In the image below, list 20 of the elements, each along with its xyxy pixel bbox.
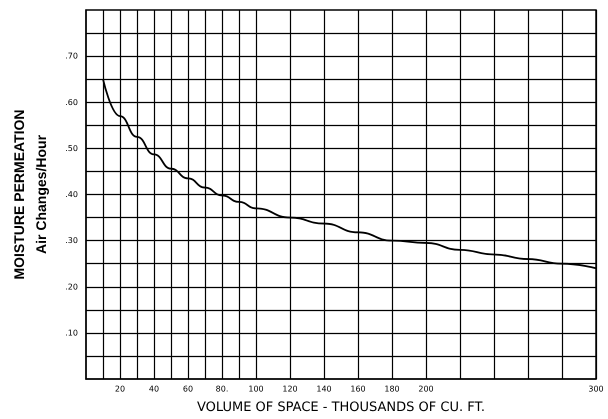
x-tick-label: 100 — [248, 384, 264, 394]
x-tick-label: 180 — [384, 384, 400, 394]
y-tick-label: .60 — [65, 98, 78, 107]
x-tick-label: 200 — [418, 384, 434, 394]
x-tick-label: 300 — [588, 384, 604, 394]
x-tick-label: 40 — [148, 384, 160, 394]
x-tick-label: 80. — [216, 384, 228, 394]
x-tick-label: 160 — [350, 384, 366, 394]
x-tick-label: 120 — [282, 384, 298, 394]
y-axis-title: MOISTURE PERMEATION Air Changes/Hour — [11, 109, 49, 280]
y-tick-label: .10 — [65, 328, 78, 338]
x-tick-label: 60 — [182, 384, 194, 394]
x-tick-label: 140 — [316, 384, 332, 394]
y-tick-label: .30 — [65, 236, 78, 246]
x-axis-title: VOLUME OF SPACE - THOUSANDS OF CU. FT. — [196, 400, 486, 415]
y-tick-label: .70 — [65, 52, 78, 61]
y-tick-label: .40 — [65, 190, 78, 199]
y-tick-label: .50 — [65, 144, 78, 153]
y-tick-label: .20 — [65, 282, 78, 292]
x-tick-label: 20 — [114, 384, 126, 394]
